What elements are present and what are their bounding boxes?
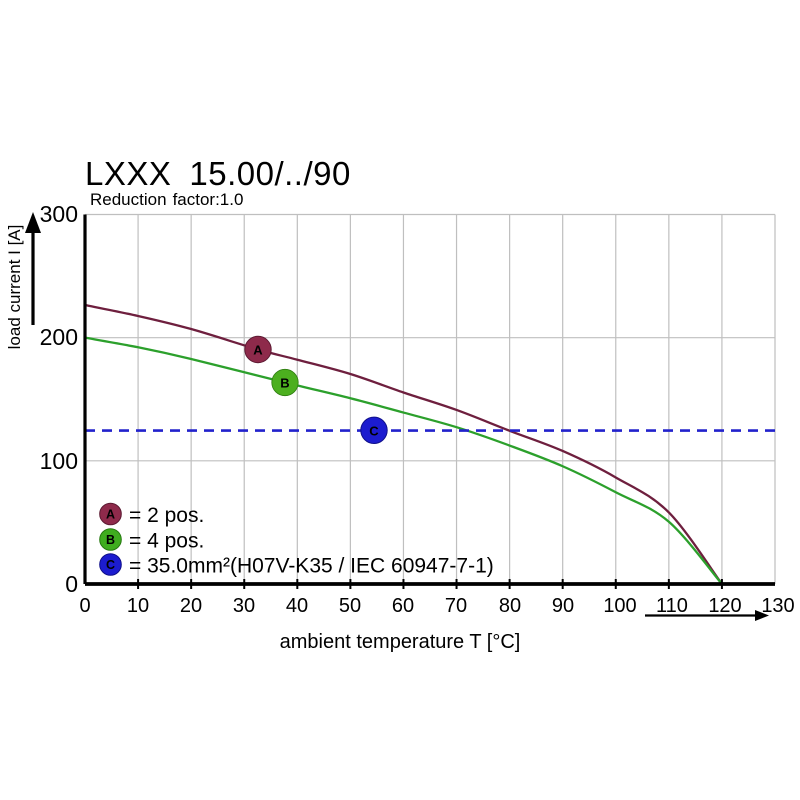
svg-text:0: 0 (79, 595, 90, 617)
svg-text:20: 20 (180, 595, 202, 617)
svg-text:0: 0 (65, 571, 78, 597)
svg-text:C: C (106, 558, 115, 572)
svg-text:load current I [A]: load current I [A] (5, 225, 24, 350)
svg-text:300: 300 (40, 201, 78, 227)
svg-text:= 2 pos.: = 2 pos. (129, 504, 204, 527)
svg-text:70: 70 (445, 595, 467, 617)
svg-text:B: B (280, 376, 289, 391)
svg-text:A: A (106, 508, 115, 522)
svg-text:= 4 pos.: = 4 pos. (129, 530, 204, 553)
svg-text:120: 120 (708, 595, 741, 617)
svg-text:60: 60 (392, 595, 414, 617)
svg-text:B: B (106, 533, 115, 547)
svg-text:130: 130 (761, 595, 794, 617)
svg-text:= 35.0mm²(H07V-K35 / IEC 60947: = 35.0mm²(H07V-K35 / IEC 60947-7-1) (129, 555, 494, 578)
svg-text:80: 80 (499, 595, 521, 617)
svg-text:40: 40 (286, 595, 308, 617)
svg-text:A: A (253, 343, 263, 358)
svg-text:10: 10 (127, 595, 149, 617)
svg-text:110: 110 (656, 595, 688, 617)
svg-text:90: 90 (552, 595, 574, 617)
svg-text:C: C (369, 423, 379, 438)
svg-text:200: 200 (40, 324, 78, 350)
svg-text:30: 30 (233, 595, 255, 617)
svg-text:100: 100 (40, 448, 78, 474)
svg-text:ambient temperature T [°C]: ambient temperature T [°C] (280, 631, 521, 653)
svg-text:100: 100 (603, 595, 636, 617)
svg-text:50: 50 (339, 595, 361, 617)
